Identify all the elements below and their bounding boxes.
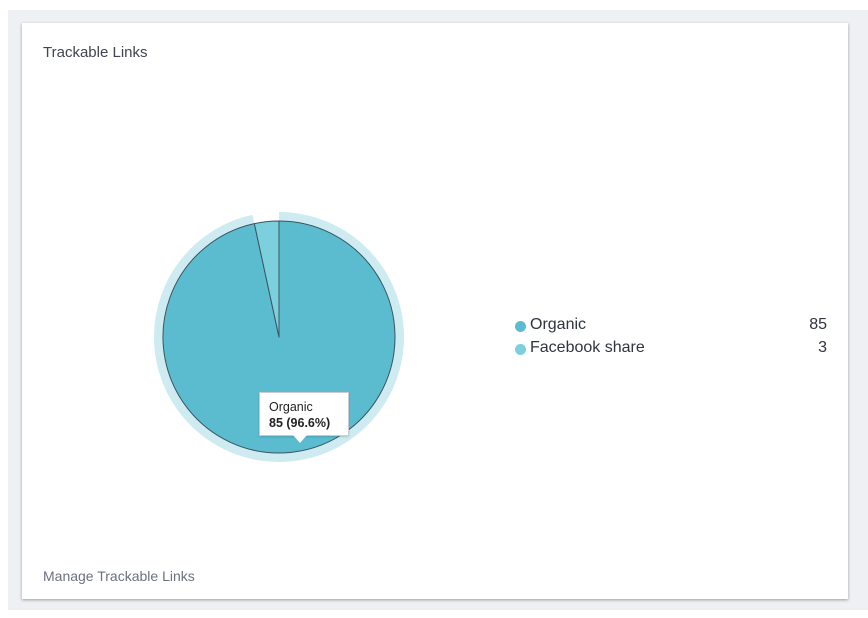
pie-chart [154,212,405,463]
legend-dot-facebook-share [515,344,526,355]
manage-trackable-links-link[interactable]: Manage Trackable Links [43,568,195,584]
tooltip-value: 85 (96.6%) [269,416,331,430]
trackable-links-card: Trackable Links Organic 85 (96.6%) Organ… [22,23,848,599]
legend-item-facebook-share[interactable]: Facebook share 3 [515,339,835,362]
legend-label: Organic [530,316,587,333]
legend-dot-organic [515,321,526,332]
legend-value: 85 [809,316,827,333]
legend-value: 3 [818,339,827,356]
tooltip-pointer [293,435,307,443]
chart-legend: Organic 85 Facebook share 3 [515,316,835,362]
chart-tooltip: Organic 85 (96.6%) [259,392,349,436]
tooltip-label: Organic [269,400,313,414]
pie-slice-facebook-share[interactable] [253,220,280,338]
card-title: Trackable Links [43,44,148,61]
legend-item-organic[interactable]: Organic 85 [515,316,835,339]
legend-label: Facebook share [530,339,645,356]
